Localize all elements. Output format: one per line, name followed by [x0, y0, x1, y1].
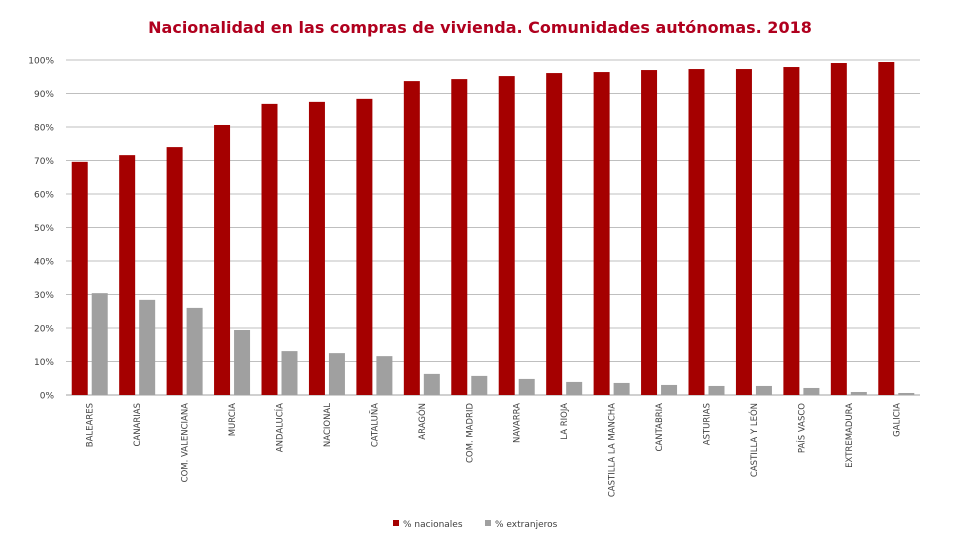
bar-extranjeros: [423, 373, 440, 395]
y-tick-label: 10%: [34, 358, 54, 368]
y-tick-label: 70%: [34, 157, 54, 167]
x-tick-label: CANTABRIA: [655, 403, 665, 452]
x-tick-label: NAVARRA: [513, 403, 523, 443]
bar-nacionales: [451, 79, 468, 395]
x-tick-label: PAÍS VASCO: [795, 403, 807, 453]
bar-extranjeros: [613, 382, 630, 395]
y-tick-label: 90%: [34, 90, 54, 100]
bar-nacionales: [308, 101, 325, 395]
bar-nacionales: [546, 73, 563, 395]
y-tick-label: 30%: [34, 291, 54, 301]
bar-nacionales: [783, 67, 800, 395]
x-tick-label: COM. MADRID: [465, 403, 475, 463]
bar-extranjeros: [91, 293, 108, 395]
y-tick-label: 50%: [34, 224, 54, 234]
bar-nacionales: [261, 103, 278, 395]
legend-swatch: [485, 520, 491, 526]
bar-extranjeros: [708, 385, 725, 395]
bar-nacionales: [878, 62, 895, 395]
bar-extranjeros: [661, 384, 678, 395]
bar-nacionales: [356, 98, 373, 396]
bar-nacionales: [214, 124, 231, 396]
x-tick-label: BALEARES: [86, 403, 96, 447]
bar-extranjeros: [234, 330, 251, 395]
x-tick-label: ANDALUCÍA: [274, 403, 286, 452]
x-tick-label: MURCIA: [228, 403, 238, 436]
x-tick-label: ASTURIAS: [703, 403, 713, 445]
bar-nacionales: [498, 76, 515, 395]
bar-extranjeros: [139, 299, 156, 395]
bar-nacionales: [688, 69, 705, 396]
bar-nacionales: [830, 63, 847, 395]
bar-extranjeros: [186, 307, 203, 395]
bar-extranjeros: [803, 387, 820, 395]
bar-nacionales: [403, 81, 420, 395]
x-tick-label: GALICIA: [892, 403, 902, 437]
x-tick-label: CANARIAS: [133, 403, 143, 447]
x-tick-label: CASTILLA Y LEÓN: [748, 403, 760, 477]
x-tick-label: LA RIOJA: [560, 403, 570, 440]
bar-nacionales: [166, 147, 183, 395]
x-tick-label: CASTILLA LA MANCHA: [608, 403, 618, 497]
bar-extranjeros: [850, 391, 867, 395]
legend-label: % nacionales: [403, 520, 463, 530]
bar-nacionales: [119, 155, 136, 395]
y-tick-label: 100%: [28, 57, 54, 67]
x-tick-label: CATALUÑA: [369, 403, 380, 447]
legend-swatch: [393, 520, 399, 526]
bar-nacionales: [71, 161, 88, 395]
bar-extranjeros: [281, 351, 298, 395]
bar-nacionales: [735, 69, 752, 396]
y-tick-label: 0%: [40, 392, 55, 402]
x-tick-label: EXTREMADURA: [845, 403, 855, 468]
y-tick-label: 40%: [34, 258, 54, 268]
x-tick-label: NACIONAL: [323, 403, 333, 447]
bar-extranjeros: [898, 392, 915, 395]
x-tick-label: COM. VALENCIANA: [181, 403, 191, 483]
bar-extranjeros: [518, 378, 535, 395]
bar-extranjeros: [566, 381, 583, 395]
bar-extranjeros: [328, 353, 345, 395]
bar-extranjeros: [376, 356, 393, 395]
y-tick-label: 20%: [34, 325, 54, 335]
bar-extranjeros: [755, 385, 772, 395]
y-tick-label: 80%: [34, 124, 54, 134]
legend: % nacionales % extranjeros: [393, 520, 558, 530]
y-tick-label: 60%: [34, 191, 54, 201]
legend-label: % extranjeros: [495, 520, 558, 530]
bar-extranjeros: [471, 375, 488, 395]
chart-title: Nacionalidad en las compras de vivienda.…: [148, 18, 812, 37]
bar-nacionales: [641, 70, 658, 396]
bar-nacionales: [593, 72, 610, 395]
x-tick-label: ARAGÓN: [416, 403, 428, 440]
